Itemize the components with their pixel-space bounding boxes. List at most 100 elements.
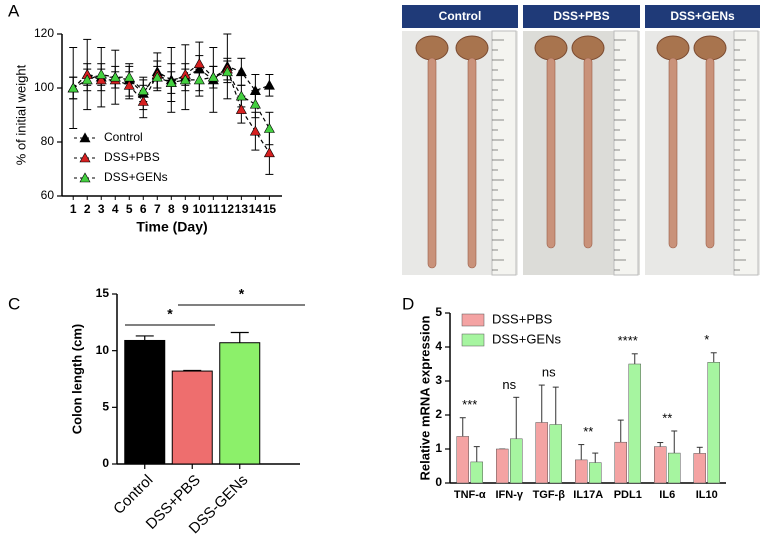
legend-marker xyxy=(79,172,91,183)
colon xyxy=(583,57,593,249)
x-tick-label: TNF-α xyxy=(454,489,486,501)
bar xyxy=(219,342,261,465)
marker xyxy=(193,58,205,68)
legend-swatch xyxy=(461,313,485,327)
y-tick-label: 0 xyxy=(435,475,442,489)
bar xyxy=(124,339,166,465)
y-tick-label: 60 xyxy=(41,188,55,202)
bar xyxy=(693,453,706,484)
marker xyxy=(123,79,135,90)
x-tick-label: IL17A xyxy=(573,489,603,501)
y-tick-label: 5 xyxy=(102,400,109,414)
y-tick-label: 3 xyxy=(435,373,442,387)
x-tick-label: IFN-γ xyxy=(496,489,524,501)
x-tick-label: Control xyxy=(110,472,156,518)
bar xyxy=(535,422,548,484)
significance-label: ** xyxy=(583,424,593,439)
series-line xyxy=(72,65,270,95)
marker xyxy=(81,74,93,85)
colon-cecum xyxy=(571,35,605,61)
significance-label: ns xyxy=(542,365,556,380)
marker xyxy=(249,98,261,109)
bar xyxy=(575,459,588,484)
y-tick-label: 4 xyxy=(435,339,442,353)
y-tick-label: 2 xyxy=(435,407,442,421)
significance-label: * xyxy=(167,306,173,322)
x-tick-label: 5 xyxy=(126,202,133,216)
bar xyxy=(614,441,627,484)
panel-letter: D xyxy=(402,294,414,313)
header-box xyxy=(523,5,640,28)
bar xyxy=(470,461,483,484)
marker xyxy=(165,76,177,87)
ruler xyxy=(491,30,517,276)
legend-label: DSS+GENs xyxy=(492,331,561,346)
colon-cecum xyxy=(656,35,690,61)
marker xyxy=(137,95,149,106)
marker xyxy=(193,63,205,74)
legend-marker xyxy=(79,152,91,163)
colon-cecum xyxy=(455,35,489,61)
colon-cecum xyxy=(693,35,727,61)
x-tick-label: 2 xyxy=(84,202,91,216)
ruler xyxy=(613,30,639,276)
colon-cecum xyxy=(534,35,568,61)
marker xyxy=(249,125,261,136)
x-tick-label: 6 xyxy=(140,202,147,216)
marker xyxy=(263,79,275,90)
marker xyxy=(249,85,261,95)
colon xyxy=(427,57,437,269)
marker xyxy=(95,68,107,79)
colon xyxy=(668,57,678,249)
significance-label: ** xyxy=(662,410,672,425)
marker xyxy=(235,66,247,77)
header-box xyxy=(402,5,518,28)
marker xyxy=(95,74,107,85)
y-tick-label: 5 xyxy=(435,305,442,319)
x-tick-label: 15 xyxy=(263,202,277,216)
colon-cecum xyxy=(415,35,449,61)
significance-label: **** xyxy=(618,333,638,348)
x-tick-label: 3 xyxy=(98,202,105,216)
significance-label: *** xyxy=(462,397,477,412)
header-label: DSS+GENs xyxy=(670,9,735,23)
x-tick-label: 11 xyxy=(207,202,220,216)
header-box xyxy=(645,5,760,28)
x-tick-label: 8 xyxy=(168,202,175,216)
x-tick-label: 13 xyxy=(235,202,249,216)
marker xyxy=(263,122,275,133)
bar xyxy=(171,370,213,465)
marker xyxy=(123,71,135,82)
header-label: Control xyxy=(439,9,482,23)
x-tick-label: 10 xyxy=(193,202,207,216)
marker xyxy=(235,103,247,114)
bar xyxy=(654,446,667,484)
marker xyxy=(109,71,121,82)
marker xyxy=(263,147,275,158)
bar xyxy=(496,448,509,484)
panel-letter: C xyxy=(8,294,20,313)
panel-letter: A xyxy=(8,1,20,20)
y-tick-label: 80 xyxy=(41,134,55,148)
significance-label: * xyxy=(704,332,709,347)
x-tick-label: TGF-β xyxy=(533,489,566,501)
legend-label: DSS+PBS xyxy=(104,150,160,164)
marker xyxy=(151,71,163,82)
x-tick-label: 4 xyxy=(112,202,119,216)
y-tick-label: 15 xyxy=(96,286,110,300)
significance-label: ns xyxy=(502,377,516,392)
y-tick-label: 10 xyxy=(96,343,110,357)
colon xyxy=(467,57,477,269)
legend-label: Control xyxy=(104,130,143,144)
x-axis-title: Time (Day) xyxy=(136,219,207,235)
marker xyxy=(193,74,205,85)
x-tick-label: 12 xyxy=(221,202,235,216)
x-tick-label: IL10 xyxy=(696,489,718,501)
colon xyxy=(705,57,715,249)
y-axis-title: % of initial weight xyxy=(13,64,28,165)
colon xyxy=(546,57,556,249)
bar xyxy=(589,462,602,484)
legend-label: DSS+GENs xyxy=(104,170,168,184)
marker xyxy=(179,74,191,85)
y-tick-label: 100 xyxy=(34,80,54,94)
